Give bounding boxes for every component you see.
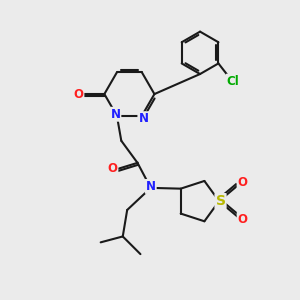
Text: O: O (238, 176, 248, 189)
Text: N: N (138, 112, 148, 125)
Text: O: O (107, 162, 118, 175)
Text: O: O (238, 213, 248, 226)
Text: N: N (110, 108, 120, 121)
Text: S: S (215, 194, 226, 208)
Text: N: N (146, 180, 156, 193)
Text: Cl: Cl (227, 75, 239, 88)
Text: O: O (74, 88, 83, 100)
